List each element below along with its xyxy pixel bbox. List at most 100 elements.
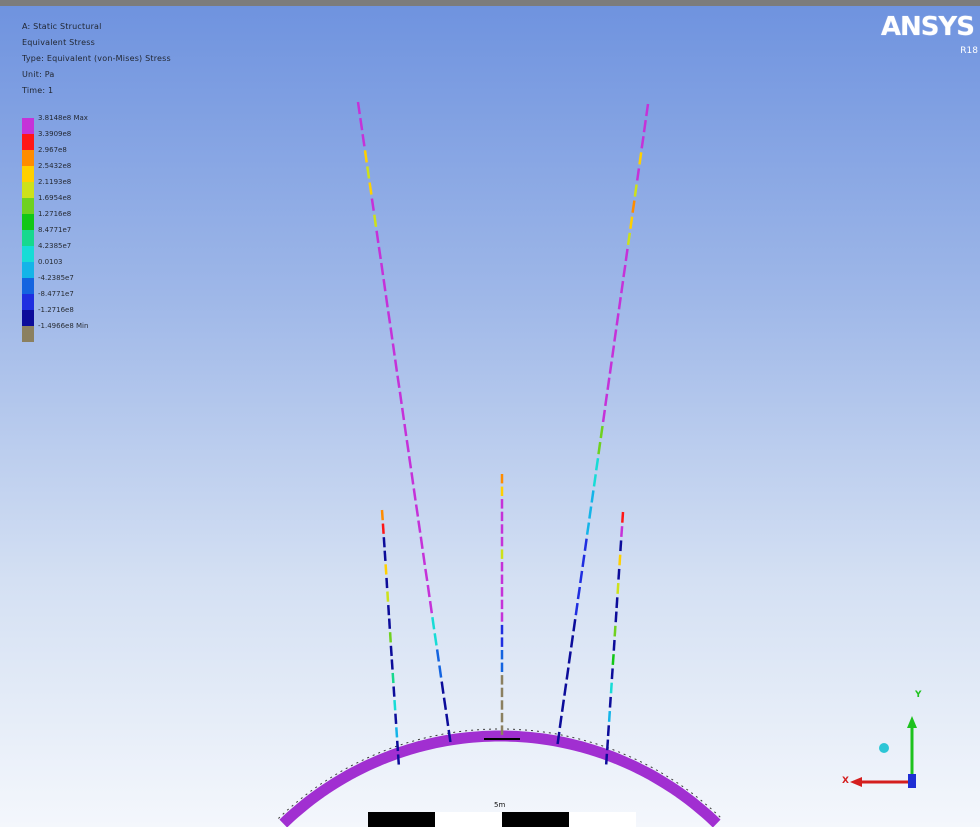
coordinate-triad[interactable]: Y X (840, 686, 930, 810)
result-type: Type: Equivalent (von-Mises) Stress (22, 54, 171, 63)
left-short-hanger (380, 509, 384, 521)
left-short-hanger (383, 550, 387, 561)
arch-node-marks (278, 728, 722, 819)
result-unit: Unit: Pa (22, 70, 55, 79)
legend-swatch (22, 294, 34, 310)
legend-label: 1.2716e8 (38, 210, 72, 218)
legend-swatch (22, 166, 34, 182)
left-long-hanger (414, 504, 420, 517)
left-long-hanger (393, 359, 399, 372)
legend-entry: 1.6954e8 (22, 194, 71, 214)
right-short-hanger (614, 611, 618, 623)
right-long-hanger (604, 393, 609, 407)
legend-entry: 2.5432e8 (22, 162, 71, 182)
right-long-hanger (626, 232, 632, 246)
right-long-hanger (560, 699, 566, 712)
left-long-hanger (440, 681, 445, 694)
left-long-hanger (447, 729, 452, 743)
scale-segment (569, 812, 636, 827)
right-long-hanger (569, 635, 575, 648)
left-long-hanger (363, 150, 368, 163)
legend-entry: -4.2385e7 (22, 274, 74, 294)
right-long-hanger (590, 490, 595, 503)
legend-label: 4.2385e7 (38, 242, 72, 250)
legend-entry: 2.1193e8 (22, 178, 71, 198)
left-long-hanger (384, 295, 389, 308)
right-long-hanger (629, 216, 634, 229)
legend-swatch (22, 214, 34, 230)
right-long-hanger (565, 667, 570, 680)
right-long-hanger (615, 313, 620, 326)
right-long-hanger (642, 119, 647, 133)
left-long-hanger (398, 391, 403, 405)
left-short-hanger (392, 686, 396, 697)
right-short-hanger (610, 668, 614, 680)
legend-entry: 2.967e8 (22, 146, 67, 166)
left-short-hanger (387, 605, 391, 616)
left-short-hanger (393, 700, 397, 711)
ansys-logo: ANSYS (880, 12, 975, 42)
right-long-hanger (567, 651, 572, 664)
right-long-hanger (579, 570, 584, 584)
legend-label: -1.2716e8 (38, 306, 74, 314)
right-long-hanger (635, 168, 641, 181)
legend-label: -8.4771e7 (38, 290, 74, 298)
triad-axes (850, 716, 917, 788)
left-short-hanger (396, 754, 401, 765)
legend-label: 0.0103 (38, 258, 63, 266)
right-short-hanger (605, 739, 610, 751)
scale-segment (502, 812, 569, 827)
right-long-hanger (645, 103, 650, 117)
right-long-hanger (563, 683, 568, 696)
left-long-hanger (426, 584, 431, 598)
left-short-hanger (394, 713, 398, 724)
left-short-hanger (389, 645, 393, 657)
legend-swatch (22, 262, 34, 278)
left-long-hanger (389, 327, 394, 340)
legend-entry: 3.3909e8 (22, 130, 71, 150)
right-long-hanger (585, 522, 591, 535)
legend-entry: 3.8148e8 Max (22, 114, 88, 134)
left-long-hanger (356, 101, 361, 115)
right-long-hanger (633, 184, 638, 197)
left-long-hanger (445, 713, 450, 727)
legend-label: 2.5432e8 (38, 162, 72, 170)
legend-label: -4.2385e7 (38, 274, 74, 282)
left-short-hanger (388, 632, 392, 643)
right-short-hanger (617, 568, 621, 580)
right-long-hanger (624, 248, 629, 262)
left-long-hanger (431, 617, 436, 630)
model-view[interactable] (0, 6, 980, 827)
right-short-hanger (620, 526, 624, 537)
right-short-hanger (604, 753, 609, 765)
right-short-hanger (608, 696, 612, 708)
right-long-hanger (608, 361, 613, 374)
right-long-hanger (581, 554, 586, 568)
legend-swatch (22, 118, 34, 134)
right-long-hanger (631, 200, 636, 213)
graphics-viewport[interactable]: A: Static Structural Equivalent Stress T… (0, 6, 980, 827)
right-long-hanger (617, 297, 622, 310)
left-long-hanger (417, 520, 422, 533)
right-short-hanger (618, 554, 622, 566)
left-long-hanger (361, 134, 366, 147)
scale-bar (368, 812, 636, 827)
legend-swatch (22, 230, 34, 246)
left-long-hanger (410, 472, 415, 485)
right-short-hanger (615, 597, 619, 609)
legend-entry: -8.4771e7 (22, 290, 74, 310)
left-short-hanger (382, 537, 386, 548)
right-short-hanger (613, 625, 617, 637)
scale-bar-label: 5m (494, 801, 506, 809)
legend-label: 8.4771e7 (38, 226, 72, 234)
right-long-hanger (594, 458, 600, 471)
triad-y-label: Y (915, 690, 922, 700)
left-long-hanger (403, 423, 408, 437)
legend-label: 1.6954e8 (38, 194, 72, 202)
result-time: Time: 1 (22, 86, 54, 95)
right-long-hanger (583, 538, 588, 551)
legend-label: 3.3909e8 (38, 130, 72, 138)
left-long-hanger (400, 407, 406, 421)
left-long-hanger (428, 600, 434, 614)
arch-rib (279, 730, 721, 827)
